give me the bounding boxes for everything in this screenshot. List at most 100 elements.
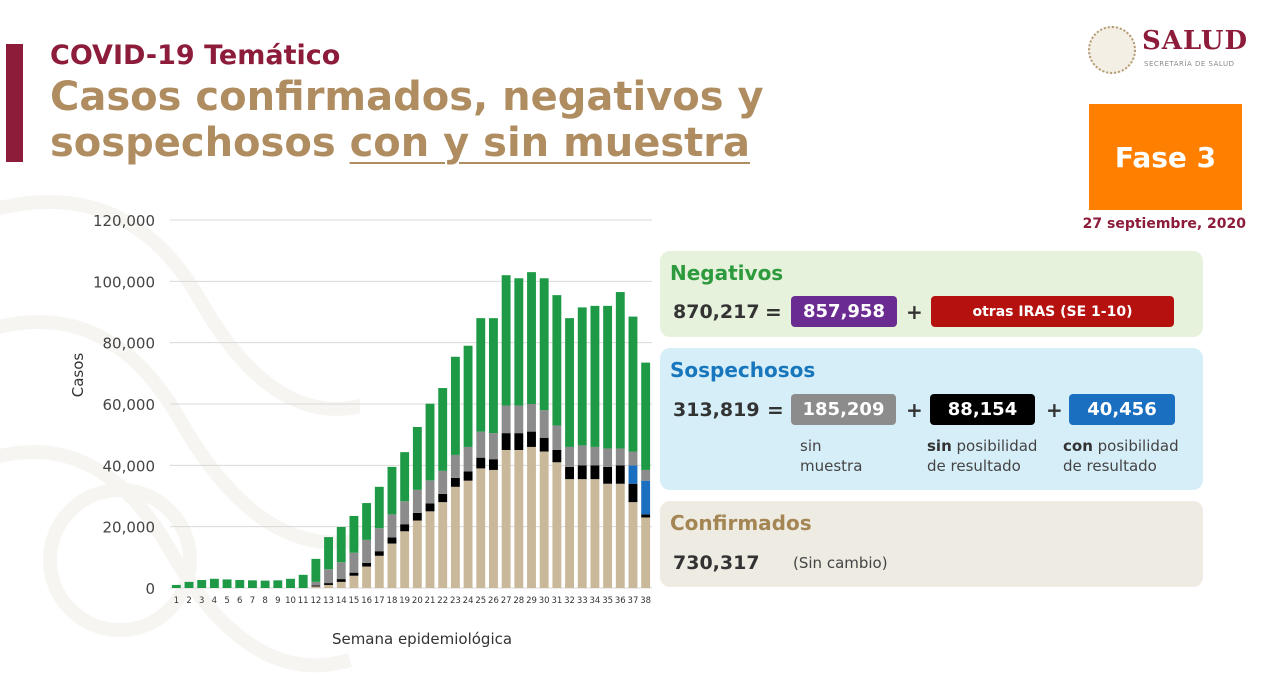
bar-segment (171, 584, 181, 588)
bar-segment (374, 528, 384, 552)
bar-segment (349, 552, 359, 573)
y-tick-label: 60,000 (103, 396, 156, 414)
x-tick-label: 4 (212, 596, 217, 606)
x-tick-label: 19 (399, 596, 410, 606)
bar-segment (527, 272, 536, 404)
bar-segment (311, 586, 321, 588)
bar-segment (336, 579, 346, 582)
bar-segment (514, 405, 524, 434)
x-tick-label: 12 (310, 596, 321, 606)
bar-segment (463, 480, 473, 588)
x-tick-label: 18 (387, 596, 398, 606)
bar-segment (412, 512, 422, 521)
bar-segment (539, 410, 549, 438)
bar-segment (412, 489, 422, 513)
y-tick-label: 100,000 (93, 273, 155, 291)
bar-segment (552, 425, 562, 450)
bar-segment (438, 388, 448, 471)
bar-segment (590, 465, 600, 480)
bar-segment (527, 404, 536, 432)
x-tick-label: 9 (275, 596, 280, 606)
negativos-part2-chip: otras IRAS (SE 1-10) (931, 296, 1174, 327)
x-tick-label: 29 (526, 596, 537, 606)
x-tick-label: 33 (577, 596, 588, 606)
bar-segment (400, 524, 410, 532)
sospechosos-part1-chip: 185,209 (791, 394, 896, 425)
bar-segment (641, 514, 651, 518)
weekly-cases-chart: 0 20,000 40,000 60,000 80,000 100,000 120,000 1… (69, 212, 652, 648)
plus-sign: + (1046, 398, 1063, 422)
x-tick-label: 22 (437, 596, 448, 606)
equals-sign: = (765, 300, 782, 324)
logo-subtitle: SECRETARÍA DE SALUD (1144, 60, 1235, 68)
bar-segment (450, 356, 460, 455)
x-tick-label: 8 (262, 596, 267, 606)
bar-segment (412, 427, 422, 490)
bar-segment (489, 469, 498, 588)
bar-segment (311, 558, 321, 582)
bar-segment (273, 580, 283, 588)
title-line-1: Casos confirmados, negativos y (50, 74, 764, 120)
x-tick-label: 17 (374, 596, 385, 606)
phase-badge: Fase 3 (1089, 104, 1242, 210)
caption-rest: posibilidad (951, 437, 1038, 455)
caption-line: sin (800, 437, 822, 455)
bar-segment (412, 520, 422, 588)
x-tick-label: 35 (602, 596, 613, 606)
x-tick-label: 13 (323, 596, 334, 606)
bar-segment (476, 431, 486, 458)
sospechosos-total: 313,819 (673, 399, 760, 421)
bar-segment (349, 572, 359, 576)
y-tick-label: 0 (145, 580, 155, 598)
x-tick-label: 20 (412, 596, 423, 606)
bar-segment (324, 569, 333, 584)
bar-segment (577, 445, 587, 466)
bar-segment (603, 466, 613, 484)
x-tick-label: 15 (349, 596, 360, 606)
x-tick-label: 24 (463, 596, 474, 606)
bar-segment (590, 446, 600, 466)
salud-logo: SALUD SECRETARÍA DE SALUD (1088, 24, 1258, 78)
bar-segment (628, 483, 638, 503)
bar-segment (450, 477, 460, 487)
x-tick-label: 11 (298, 596, 309, 606)
bar-segment (552, 462, 562, 588)
bar-segment (565, 318, 574, 447)
caption-line: muestra (800, 457, 863, 475)
bar-segment (501, 433, 511, 450)
bar-segment (387, 537, 397, 544)
logo-name: SALUD (1142, 26, 1249, 56)
x-tick-label: 16 (361, 596, 372, 606)
bar-segment (425, 403, 435, 481)
bar-segment (362, 566, 372, 588)
bar-segment (324, 583, 333, 585)
bar-segment (387, 466, 397, 515)
y-tick-label: 80,000 (103, 335, 156, 353)
national-emblem-icon (1088, 26, 1136, 74)
bar-segment (615, 448, 625, 466)
x-tick-label: 10 (285, 596, 296, 606)
bar-segment (514, 433, 524, 450)
caption-line: con posibilidad (1063, 436, 1179, 456)
caption-sin-posibilidad: sin posibilidad de resultado (927, 436, 1037, 476)
bar-segment (311, 585, 321, 587)
bar-segment (298, 574, 308, 588)
bar-segment (514, 450, 524, 588)
bar-segment (641, 362, 651, 470)
bar-segment (286, 578, 295, 588)
x-tick-label: 26 (488, 596, 499, 606)
bar-segment (489, 433, 498, 460)
bar-segment (628, 451, 638, 466)
x-tick-label: 25 (475, 596, 486, 606)
bar-segment (374, 551, 384, 556)
bar-segment (235, 580, 245, 588)
bar-segment (501, 450, 511, 588)
bar-segment (184, 581, 194, 588)
sospechosos-part2-chip: 88,154 (930, 394, 1035, 425)
bar-segment (539, 437, 549, 452)
bar-segment (641, 517, 651, 588)
bar-segment (222, 579, 232, 588)
bar-segment (501, 405, 511, 434)
bar-segment (387, 543, 397, 588)
y-axis-label: Casos (69, 353, 87, 398)
